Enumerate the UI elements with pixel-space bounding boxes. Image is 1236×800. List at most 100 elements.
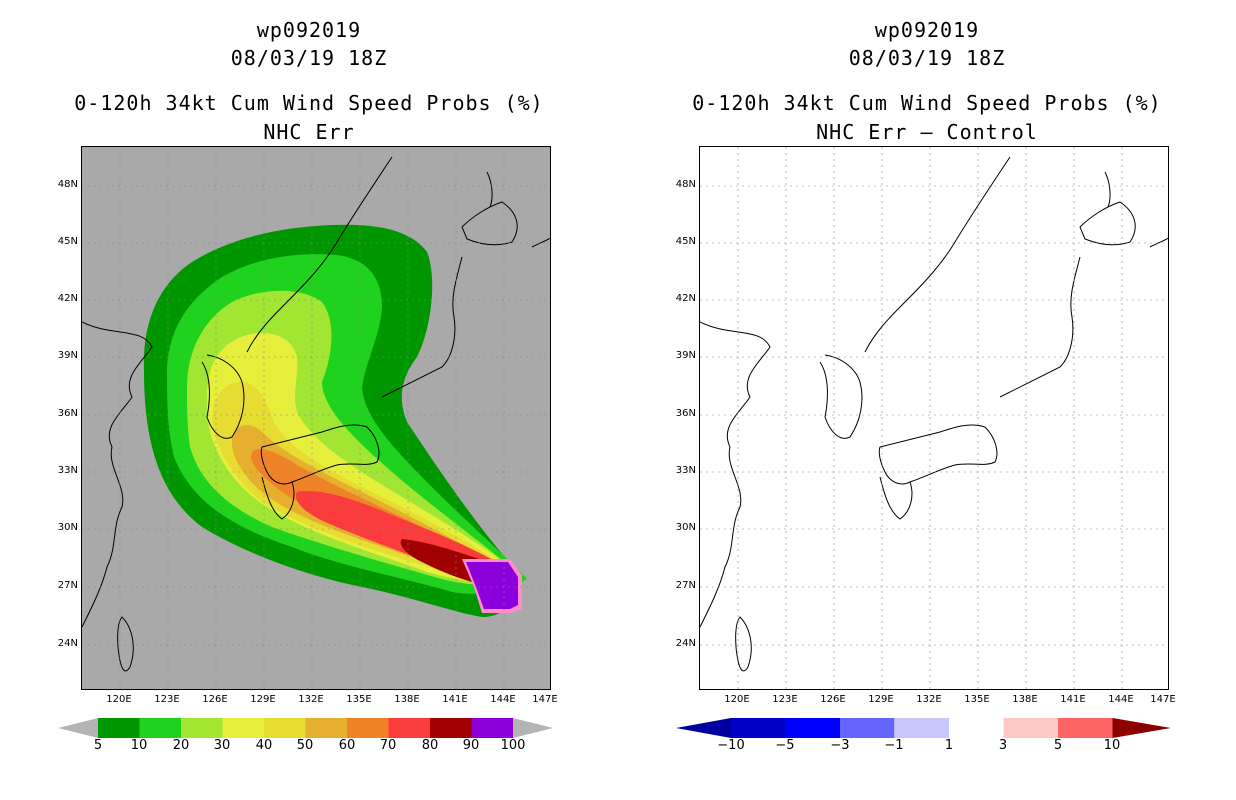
lat-label: 48N	[57, 179, 78, 190]
colorbar-bin	[388, 718, 430, 738]
colorbar-label: −10	[717, 738, 745, 753]
lat-label: 39N	[57, 350, 78, 361]
lon-label: 120E	[724, 694, 750, 705]
colorbar-label: −3	[830, 738, 850, 753]
colorbar-label: 10	[130, 738, 148, 753]
lat-label: 42N	[675, 293, 696, 304]
lat-label: 24N	[675, 638, 696, 649]
colorbar-bin	[894, 718, 950, 738]
colorbar-bin	[430, 718, 472, 738]
datetime: 08/03/19 18Z	[848, 46, 1006, 70]
colorbar-bin	[1003, 718, 1058, 738]
lon-label: 141E	[1060, 694, 1086, 705]
colorbar-label: 1	[944, 738, 954, 753]
graticule	[700, 147, 1168, 689]
lon-label: 123E	[772, 694, 798, 705]
colorbar-bin	[98, 718, 140, 738]
lat-label: 36N	[57, 408, 78, 419]
lat-label: 33N	[675, 465, 696, 476]
colorbar-above-arrow	[513, 718, 553, 738]
lon-label: 138E	[1012, 694, 1038, 705]
coastlines	[82, 156, 550, 672]
graticule	[82, 147, 550, 689]
lat-label: 45N	[675, 236, 696, 247]
storm-id: wp092019	[874, 18, 980, 42]
lon-label: 147E	[532, 694, 558, 705]
colorbar-label: 20	[172, 738, 190, 753]
lat-label: 33N	[57, 465, 78, 476]
colorbar-label: 80	[421, 738, 439, 753]
colorbar-label: 10	[1103, 738, 1121, 753]
lon-label: 132E	[916, 694, 942, 705]
product-title: 0-120h 34kt Cum Wind Speed Probs (%)	[692, 91, 1162, 115]
colorbar-label: 70	[379, 738, 397, 753]
colorbar-label: 5	[1053, 738, 1063, 753]
product-subtitle: NHC Err	[263, 120, 355, 144]
lon-label: 147E	[1150, 694, 1176, 705]
colorbar-label: 5	[93, 738, 103, 753]
colorbar-bin	[264, 718, 306, 738]
colorbar-label: 3	[998, 738, 1008, 753]
colorbar-bin	[139, 718, 181, 738]
probability-map	[81, 146, 551, 690]
colorbar-bin	[471, 718, 513, 738]
prob-contour-100	[466, 562, 518, 609]
colorbar-bin	[305, 718, 347, 738]
colorbar	[58, 718, 553, 738]
colorbar-bin	[949, 718, 1004, 738]
lon-label: 129E	[250, 694, 276, 705]
colorbar-bin	[347, 718, 389, 738]
coastlines	[700, 156, 1168, 672]
colorbar-bin	[785, 718, 840, 738]
lon-label: 135E	[964, 694, 990, 705]
product-subtitle: NHC Err – Control	[816, 120, 1038, 144]
lon-label: 126E	[820, 694, 846, 705]
prob-contour-40	[212, 382, 522, 582]
ocean-background	[700, 147, 1168, 689]
colorbar-below-arrow	[676, 718, 731, 738]
left-panel: wp092019 08/03/19 18Z 0-120h 34kt Cum Wi…	[57, 18, 558, 753]
colorbar-label: 60	[338, 738, 356, 753]
lon-label: 141E	[442, 694, 468, 705]
lon-label: 126E	[202, 694, 228, 705]
lon-label: 120E	[106, 694, 132, 705]
lat-label: 36N	[675, 408, 696, 419]
difference-map	[699, 146, 1169, 690]
lon-label: 144E	[1108, 694, 1134, 705]
lat-label: 45N	[57, 236, 78, 247]
colorbar-bin	[222, 718, 264, 738]
lat-label: 42N	[57, 293, 78, 304]
lat-label: 48N	[675, 179, 696, 190]
colorbar-bin	[840, 718, 895, 738]
colorbar-label: 40	[255, 738, 273, 753]
colorbar	[676, 718, 1171, 738]
product-title: 0-120h 34kt Cum Wind Speed Probs (%)	[74, 91, 544, 115]
storm-id: wp092019	[256, 18, 362, 42]
lon-label: 123E	[154, 694, 180, 705]
colorbar-label: 50	[296, 738, 314, 753]
lat-label: 39N	[675, 350, 696, 361]
colorbar-above-arrow	[1112, 718, 1171, 738]
colorbar-bin	[1058, 718, 1113, 738]
colorbar-label: 30	[213, 738, 231, 753]
colorbar-label: 90	[462, 738, 480, 753]
colorbar-below-arrow	[58, 718, 98, 738]
lon-label: 132E	[298, 694, 324, 705]
colorbar-label: −5	[775, 738, 795, 753]
right-panel: wp092019 08/03/19 18Z 0-120h 34kt Cum Wi…	[618, 0, 1236, 800]
colorbar-bin	[181, 718, 223, 738]
lon-label: 144E	[490, 694, 516, 705]
lat-label: 27N	[675, 580, 696, 591]
lat-label: 24N	[57, 638, 78, 649]
datetime: 08/03/19 18Z	[230, 46, 388, 70]
lat-label: 30N	[57, 522, 78, 533]
lat-label: 27N	[57, 580, 78, 591]
lon-label: 129E	[868, 694, 894, 705]
lon-label: 138E	[394, 694, 420, 705]
lat-label: 30N	[675, 522, 696, 533]
lon-label: 135E	[346, 694, 372, 705]
colorbar-label: −1	[884, 738, 904, 753]
colorbar-label: 100	[500, 738, 526, 753]
prob-contour-30	[207, 333, 522, 584]
colorbar-bin	[731, 718, 786, 738]
